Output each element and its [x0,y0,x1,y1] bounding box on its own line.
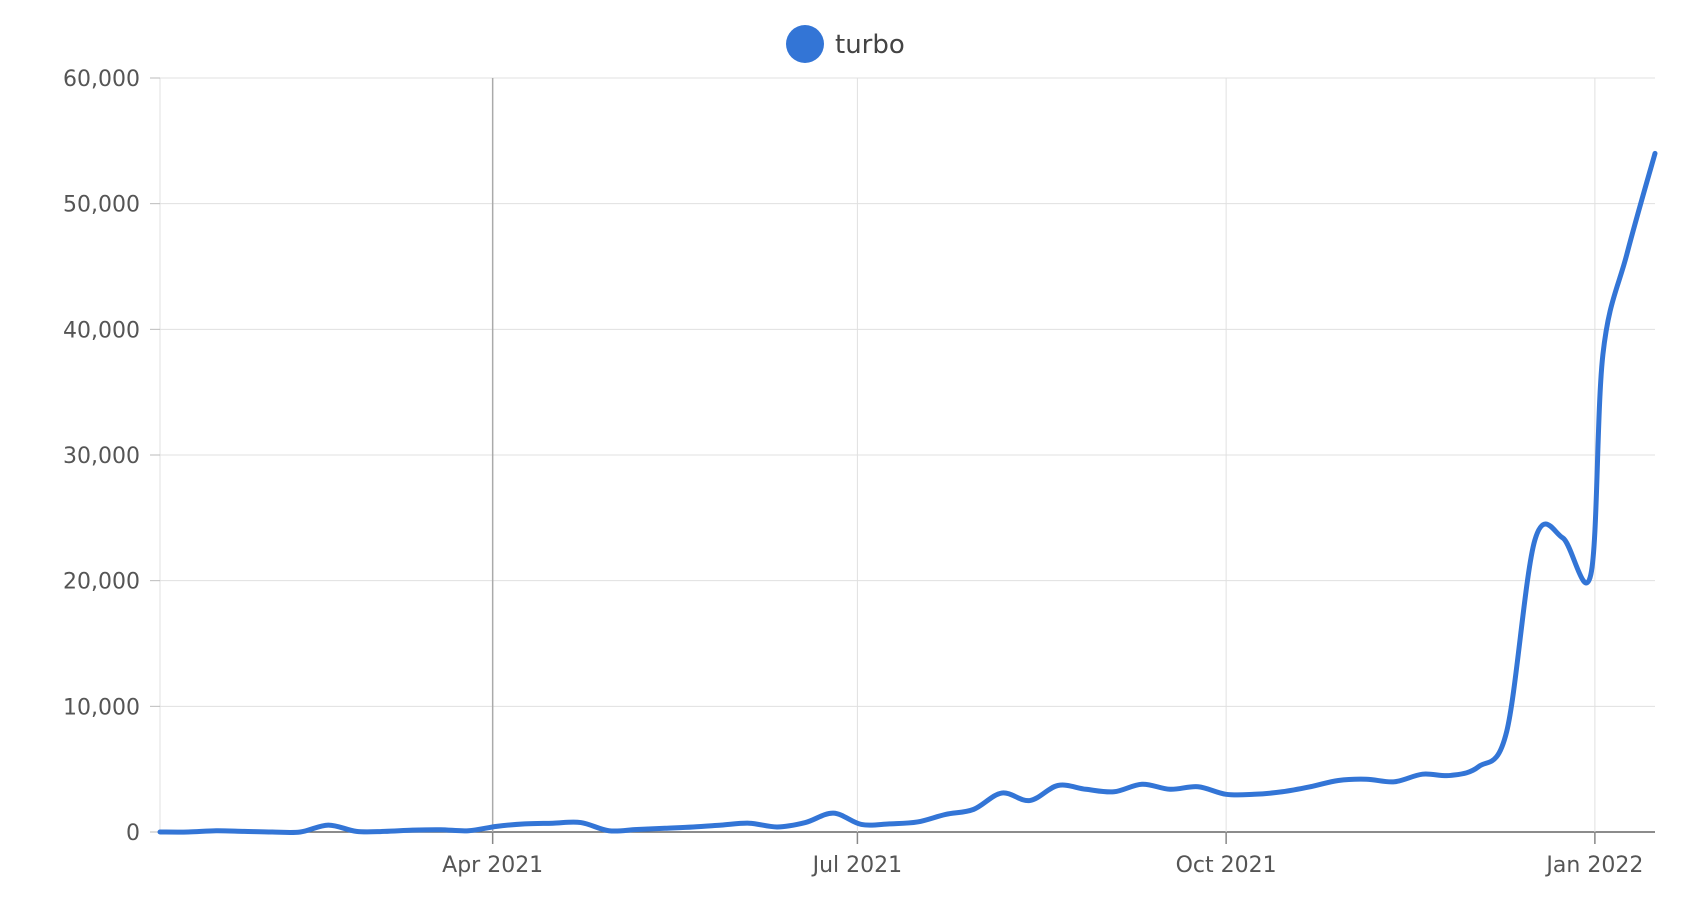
y-tick-label-3: 30,000 [63,444,140,469]
data-point-turbo-33 [1083,787,1088,792]
data-point-turbo-54 [1653,151,1658,156]
legend-label-turbo: turbo [835,30,905,60]
data-point-turbo-11 [466,828,471,833]
data-point-turbo-16 [606,828,611,833]
data-point-turbo-27 [915,819,920,824]
legend: turbo [786,25,905,63]
series-layer [157,150,1658,836]
series-line-turbo [157,150,1658,836]
data-point-turbo-30 [999,791,1004,796]
data-point-turbo-42 [1336,778,1341,783]
data-point-turbo-2 [214,828,219,833]
data-point-turbo-22 [775,824,780,829]
y-tick-label-6: 60,000 [63,67,140,92]
data-point-turbo-0 [158,830,163,835]
data-point-turbo-35 [1139,782,1144,787]
data-point-turbo-52 [1600,352,1605,357]
x-tick-label-3: Jan 2022 [1544,853,1643,878]
data-point-turbo-20 [719,823,724,828]
data-point-turbo-10 [438,827,443,832]
data-point-turbo-28 [943,812,948,817]
y-tick-label-5: 50,000 [63,193,140,218]
data-point-turbo-49 [1532,538,1537,543]
y-tick-label-4: 40,000 [63,318,140,343]
data-point-turbo-19 [691,824,696,829]
data-point-turbo-13 [522,821,527,826]
data-point-turbo-9 [410,828,415,833]
data-point-turbo-23 [803,820,808,825]
data-point-turbo-21 [747,821,752,826]
data-point-turbo-32 [1055,783,1060,788]
data-point-turbo-50 [1560,535,1565,540]
data-point-turbo-51 [1588,572,1593,577]
data-point-turbo-29 [971,807,976,812]
data-point-turbo-8 [382,829,387,834]
data-point-turbo-40 [1280,789,1285,794]
y-tick-label-1: 10,000 [63,695,140,720]
data-point-turbo-47 [1476,764,1481,769]
data-point-turbo-48 [1504,729,1509,734]
y-tick-label-0: 0 [126,821,140,846]
x-tick-label-2: Oct 2021 [1176,853,1277,878]
data-point-turbo-39 [1252,792,1257,797]
x-tick-label-0: Apr 2021 [442,853,543,878]
y-tick-label-2: 20,000 [63,570,140,595]
data-point-turbo-38 [1224,792,1229,797]
data-point-turbo-15 [578,820,583,825]
data-point-turbo-24 [831,811,836,816]
data-point-turbo-25 [859,822,864,827]
data-point-turbo-7 [354,829,359,834]
data-point-turbo-18 [663,826,668,831]
data-point-turbo-4 [270,830,275,835]
data-point-turbo-34 [1111,789,1116,794]
x-tick-label-1: Jul 2021 [811,853,903,878]
data-point-turbo-36 [1168,787,1173,792]
legend-marker-turbo [786,25,824,63]
data-point-turbo-41 [1308,784,1313,789]
data-point-turbo-37 [1196,784,1201,789]
data-point-turbo-5 [298,830,303,835]
grid-layer [159,77,1655,833]
data-point-turbo-26 [887,821,892,826]
data-point-turbo-1 [186,830,191,835]
data-point-turbo-17 [634,827,639,832]
data-point-turbo-53 [1624,251,1629,256]
data-point-turbo-12 [494,824,499,829]
data-point-turbo-14 [550,821,555,826]
data-point-turbo-45 [1420,772,1425,777]
data-point-turbo-46 [1448,773,1453,778]
axis-layer: 0 10,000 20,000 30,000 40,000 50,000 60,000 Apr… [63,67,1643,878]
data-point-turbo-44 [1392,779,1397,784]
data-point-turbo-6 [326,823,331,828]
data-point-turbo-3 [242,829,247,834]
data-point-turbo-31 [1027,798,1032,803]
data-point-turbo-43 [1364,777,1369,782]
